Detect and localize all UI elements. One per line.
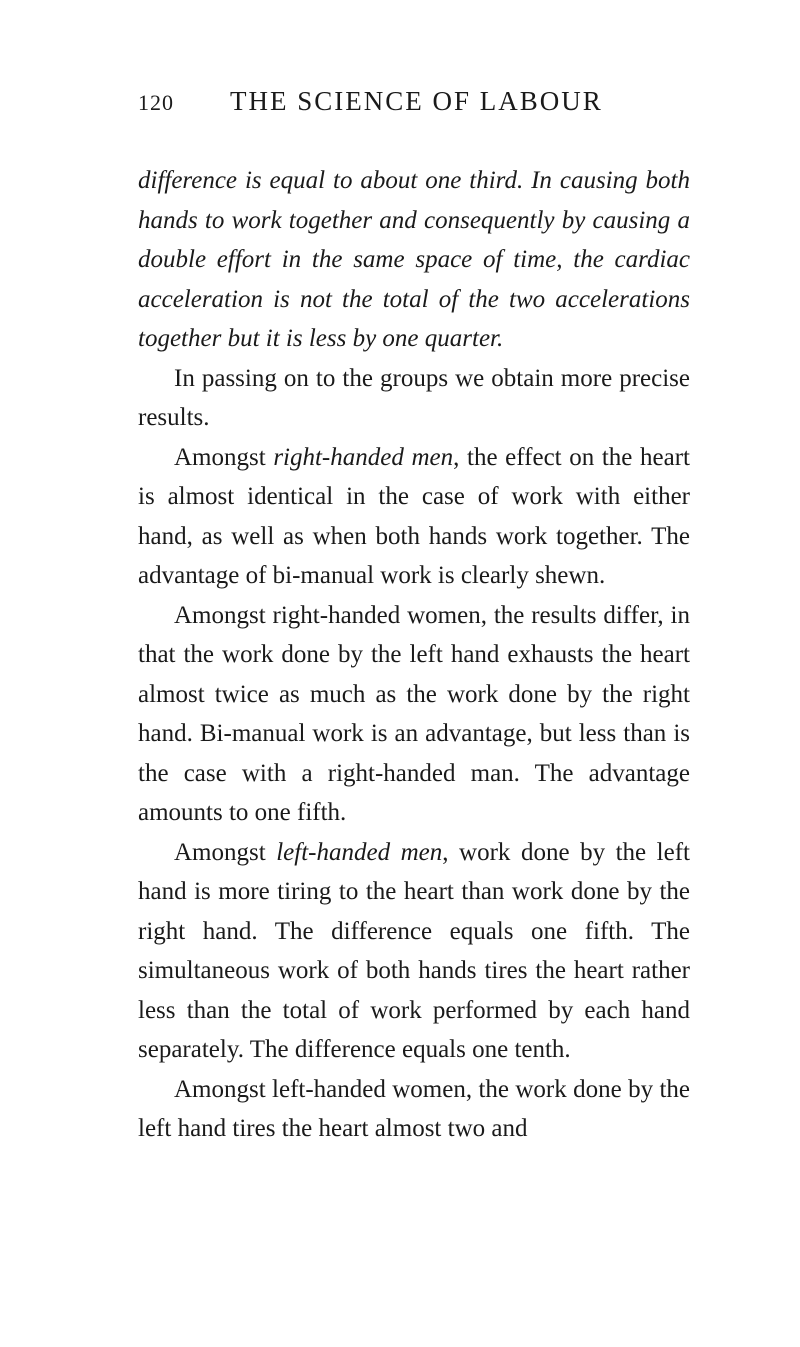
italic-run: right-handed men: [273, 444, 453, 471]
text-run: Amongst: [174, 839, 276, 866]
text-run: Amongst: [174, 444, 273, 471]
paragraph: Amongst left-handed women, the work done…: [138, 1070, 690, 1149]
page-title: THE SCIENCE OF LABOUR: [230, 86, 603, 117]
paragraph: Amongst left-handed men, work done by th…: [138, 833, 690, 1070]
body-text: difference is equal to about one third. …: [138, 161, 690, 1149]
paragraph: Amongst right-handed women, the results …: [138, 596, 690, 833]
italic-run: difference is equal to about one third. …: [138, 167, 690, 352]
italic-run: left-handed men: [276, 839, 442, 866]
paragraph: difference is equal to about one third. …: [138, 161, 690, 359]
text-run: , work done by the left hand is more tir…: [138, 839, 690, 1064]
paragraph: Amongst right-handed men, the effect on …: [138, 438, 690, 596]
running-header: 120 THE SCIENCE OF LABOUR: [138, 86, 690, 117]
page: 120 THE SCIENCE OF LABOUR difference is …: [0, 0, 800, 1347]
paragraph: In passing on to the groups we obtain mo…: [138, 359, 690, 438]
page-number: 120: [138, 90, 174, 116]
